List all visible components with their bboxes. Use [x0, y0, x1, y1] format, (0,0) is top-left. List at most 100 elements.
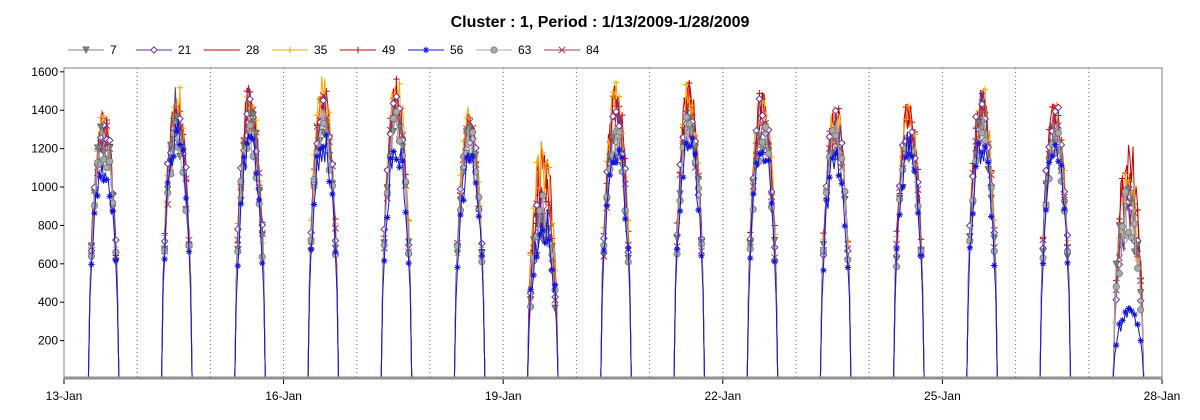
data-point	[682, 113, 690, 121]
data-point	[676, 207, 684, 215]
data-point	[609, 133, 617, 142]
legend-item-49: 49	[340, 43, 396, 57]
y-tick-label: 1400	[31, 103, 58, 117]
legend-label: 84	[586, 43, 600, 57]
data-point	[328, 182, 336, 190]
data-point	[758, 138, 767, 146]
data-point	[1134, 264, 1142, 272]
data-point	[991, 262, 998, 269]
data-point	[832, 150, 839, 158]
data-point	[313, 153, 321, 160]
data-point	[1131, 311, 1138, 318]
data-point	[686, 95, 693, 103]
data-point	[380, 241, 388, 249]
data-point	[246, 121, 254, 129]
data-point	[164, 179, 171, 187]
data-point	[182, 194, 190, 202]
data-point	[469, 153, 476, 160]
data-point	[746, 239, 754, 248]
legend-item-21: 21	[136, 43, 192, 57]
data-point	[969, 196, 977, 204]
data-point	[761, 123, 770, 131]
data-point	[246, 95, 254, 104]
data-point	[1055, 158, 1062, 165]
data-point	[683, 139, 690, 146]
data-point	[896, 211, 903, 218]
data-point	[966, 244, 974, 251]
data-point	[1064, 259, 1071, 267]
data-point	[1118, 223, 1126, 231]
data-point	[1125, 177, 1132, 184]
legend-item-84: 84	[544, 43, 600, 57]
data-point	[1134, 321, 1141, 328]
y-tick-label: 1000	[31, 180, 58, 194]
data-point	[841, 187, 849, 196]
data-point	[823, 196, 830, 204]
data-point	[536, 231, 543, 239]
data-point	[390, 148, 397, 155]
data-point	[539, 227, 547, 234]
data-point	[536, 184, 543, 192]
data-point	[750, 190, 757, 198]
data-point	[902, 103, 909, 111]
data-point	[393, 156, 400, 163]
data-point	[1137, 337, 1144, 344]
data-point	[768, 199, 775, 207]
data-point	[685, 120, 693, 128]
data-point	[969, 210, 977, 217]
data-point	[103, 116, 110, 124]
data-point	[354, 46, 362, 54]
data-point	[105, 136, 114, 145]
data-point	[307, 246, 315, 253]
data-point	[384, 214, 391, 221]
data-point	[609, 112, 617, 121]
data-point	[536, 207, 544, 215]
data-point	[917, 252, 925, 259]
data-point	[545, 199, 553, 208]
data-point	[1058, 162, 1065, 169]
data-point	[176, 84, 184, 91]
data-point	[625, 245, 632, 252]
data-point	[981, 86, 989, 93]
data-point	[1137, 306, 1145, 314]
data-point	[695, 206, 702, 214]
data-point	[472, 179, 479, 187]
data-point	[332, 248, 339, 256]
data-point	[237, 177, 245, 185]
y-tick-label: 1200	[31, 142, 58, 156]
data-point	[93, 144, 102, 152]
data-point	[603, 193, 611, 201]
data-point	[399, 157, 406, 165]
data-point	[609, 89, 617, 96]
data-point	[106, 193, 113, 200]
data-point	[111, 236, 120, 244]
data-point	[1061, 205, 1068, 213]
data-point	[325, 166, 333, 174]
data-point	[753, 159, 760, 167]
data-point	[819, 240, 828, 249]
x-tick-label: 19-Jan	[485, 389, 522, 403]
data-point	[402, 209, 409, 216]
data-point	[249, 135, 257, 143]
data-point	[825, 132, 834, 141]
data-point	[688, 126, 696, 134]
data-point	[395, 137, 404, 145]
data-point	[679, 174, 687, 181]
data-point	[615, 146, 623, 153]
data-point	[1119, 317, 1126, 324]
data-point	[618, 154, 626, 161]
data-point	[689, 102, 696, 109]
data-point	[612, 107, 620, 116]
data-point	[533, 159, 540, 166]
data-point	[539, 149, 547, 157]
data-point	[759, 100, 766, 107]
data-point	[1116, 320, 1123, 328]
data-point	[317, 145, 324, 153]
data-point	[771, 257, 778, 265]
data-point	[469, 128, 477, 136]
data-point	[240, 153, 248, 161]
data-point	[615, 128, 623, 136]
data-point	[551, 304, 559, 313]
data-point	[453, 242, 462, 250]
data-point	[972, 163, 980, 170]
